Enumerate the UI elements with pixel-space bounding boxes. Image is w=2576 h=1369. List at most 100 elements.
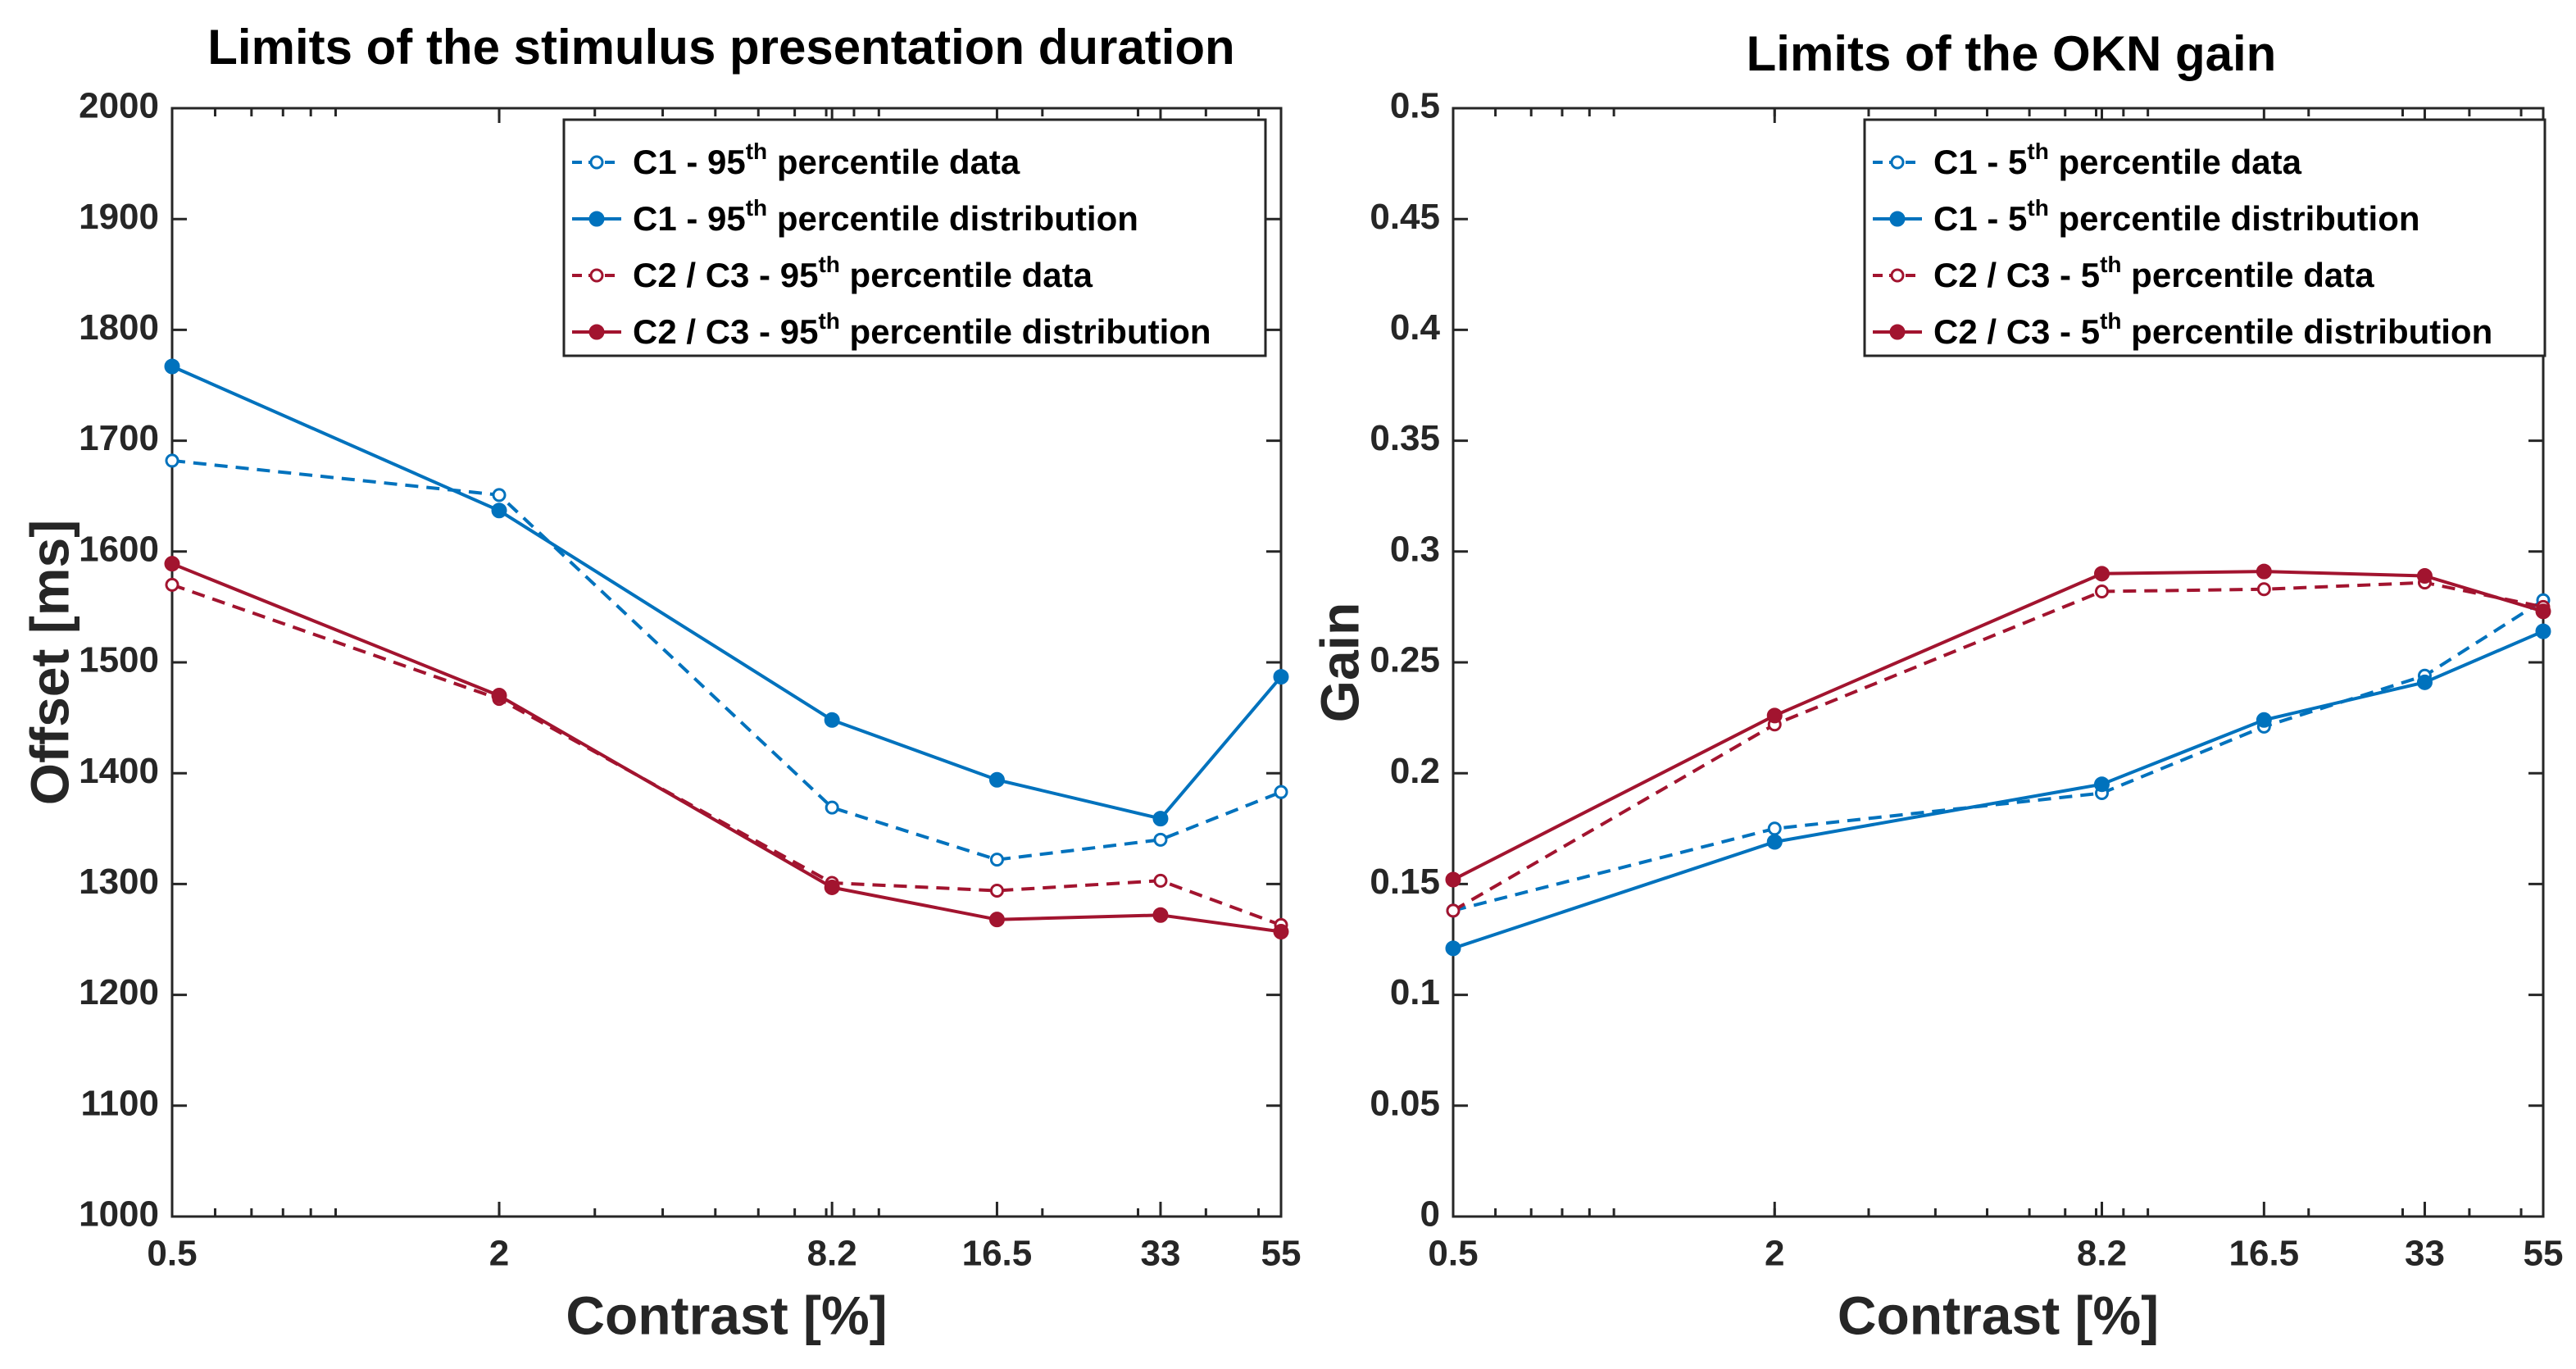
series-line [171, 365, 1283, 821]
y-tick-label: 1800 [79, 307, 159, 348]
series-4 [1445, 563, 2551, 888]
series-2 [164, 358, 1289, 827]
series-1 [1446, 593, 2551, 918]
y-tick-label: 0.4 [1390, 307, 1441, 348]
legend-box [562, 118, 1267, 357]
series-2 [1445, 623, 2551, 957]
data-point [164, 358, 180, 375]
legend-label-rest: percentile data [767, 143, 1020, 181]
data-point [165, 453, 179, 468]
legend-swatch-marker [1890, 268, 1905, 283]
legend-entry-3: C2 / C3 - 5th percentile data [1873, 252, 2374, 294]
x-tick-label: 8.2 [2077, 1234, 2127, 1274]
data-point [1152, 811, 1169, 827]
legend-swatch-marker [588, 211, 605, 227]
data-point [2256, 582, 2271, 597]
legend-entry-3: C2 / C3 - 95th percentile data [572, 252, 1093, 294]
data-point [2535, 623, 2551, 639]
legend-swatch-marker [588, 324, 605, 340]
data-point [2535, 603, 2551, 620]
y-axis-label: Gain [1309, 603, 1370, 723]
legend-label-superscript: th [746, 195, 767, 221]
y-tick-label: 0 [1420, 1194, 1440, 1235]
y-tick-label: 1700 [79, 418, 159, 458]
data-point [1767, 821, 1782, 836]
data-point [824, 879, 840, 895]
legend-label-superscript: th [2027, 139, 2048, 164]
data-point [1766, 707, 1783, 724]
legend-label-superscript: th [2100, 308, 2121, 334]
legend-entry-2: C1 - 5th percentile distribution [1873, 195, 2420, 238]
data-point [491, 503, 507, 519]
legend-label-superscript: th [2100, 252, 2121, 277]
y-axis-label: Offset [ms] [19, 520, 80, 805]
data-point [1153, 873, 1168, 888]
series-line [1452, 630, 2544, 950]
legend-label: C2 / C3 - 95th percentile distribution [633, 308, 1211, 351]
legend-label: C1 - 5th percentile data [1933, 139, 2302, 181]
legend-label-main: C1 - 95 [633, 143, 746, 181]
legend-label-rest: percentile distribution [767, 199, 1138, 238]
series-3 [1446, 575, 2551, 918]
series-line [1452, 570, 2544, 881]
series-line [171, 562, 1282, 934]
x-tick-label: 33 [2405, 1234, 2445, 1274]
chart-title: Limits of the OKN gain [1747, 26, 2277, 81]
data-point [1446, 903, 1461, 918]
x-tick-label: 0.5 [1428, 1234, 1478, 1274]
data-point [164, 556, 180, 572]
y-tick-label: 0.15 [1370, 862, 1440, 902]
data-point [1445, 871, 1461, 888]
series-line [1452, 580, 2544, 912]
y-tick-label: 0.1 [1390, 972, 1440, 1012]
legend-label-rest: percentile data [2049, 143, 2302, 181]
x-tick-label: 55 [1261, 1234, 1302, 1274]
legend-label: C2 / C3 - 95th percentile data [633, 252, 1093, 294]
data-point [824, 712, 840, 728]
legend-entry-1: C1 - 5th percentile data [1873, 139, 2302, 181]
data-point [825, 800, 839, 815]
x-tick-label: 8.2 [807, 1234, 857, 1274]
legend-label: C1 - 95th percentile distribution [633, 195, 1138, 238]
data-point [2094, 584, 2109, 598]
data-point [988, 771, 1005, 788]
y-tick-label: 0.5 [1390, 86, 1440, 126]
legend-entry-2: C1 - 95th percentile distribution [572, 195, 1138, 238]
x-tick-label: 0.5 [147, 1234, 197, 1274]
y-tick-label: 1000 [79, 1194, 159, 1235]
legend-entry-4: C2 / C3 - 5th percentile distribution [1873, 308, 2492, 351]
legend-label-superscript: th [818, 308, 839, 334]
legend-label-rest: percentile distribution [840, 312, 1211, 351]
chart-title: Limits of the stimulus presentation dura… [207, 20, 1234, 75]
legend-swatch-marker [1890, 155, 1905, 170]
y-tick-label: 0.45 [1370, 197, 1440, 237]
legend-label-main: C1 - 5 [1933, 199, 2027, 238]
legend-label-rest: percentile data [2122, 256, 2375, 294]
data-point [989, 853, 1004, 867]
legend-label-rest: percentile distribution [2049, 199, 2420, 238]
y-tick-label: 0.35 [1370, 418, 1440, 458]
legend-box [1863, 118, 2546, 357]
y-tick-label: 0.2 [1390, 751, 1440, 791]
data-point [491, 688, 507, 704]
y-tick-label: 1400 [79, 751, 159, 791]
series-line [1452, 598, 2545, 912]
data-point [989, 884, 1004, 898]
x-axis-label: Contrast [%] [1838, 1285, 2159, 1345]
x-tick-label: 16.5 [962, 1234, 1033, 1274]
legend-label-superscript: th [818, 252, 839, 277]
data-point [2416, 568, 2433, 584]
data-point [1153, 832, 1168, 847]
legend-label: C2 / C3 - 5th percentile distribution [1933, 308, 2492, 351]
chart-panel-1: Limits of the stimulus presentation dura… [19, 20, 1301, 1346]
legend-label-rest: percentile data [840, 256, 1093, 294]
legend-entry-1: C1 - 95th percentile data [572, 139, 1020, 181]
legend-entry-4: C2 / C3 - 95th percentile distribution [572, 308, 1211, 351]
series-3 [165, 577, 1288, 932]
series-line [171, 583, 1282, 927]
series-4 [164, 556, 1289, 940]
legend-label-main: C1 - 5 [1933, 143, 2027, 181]
